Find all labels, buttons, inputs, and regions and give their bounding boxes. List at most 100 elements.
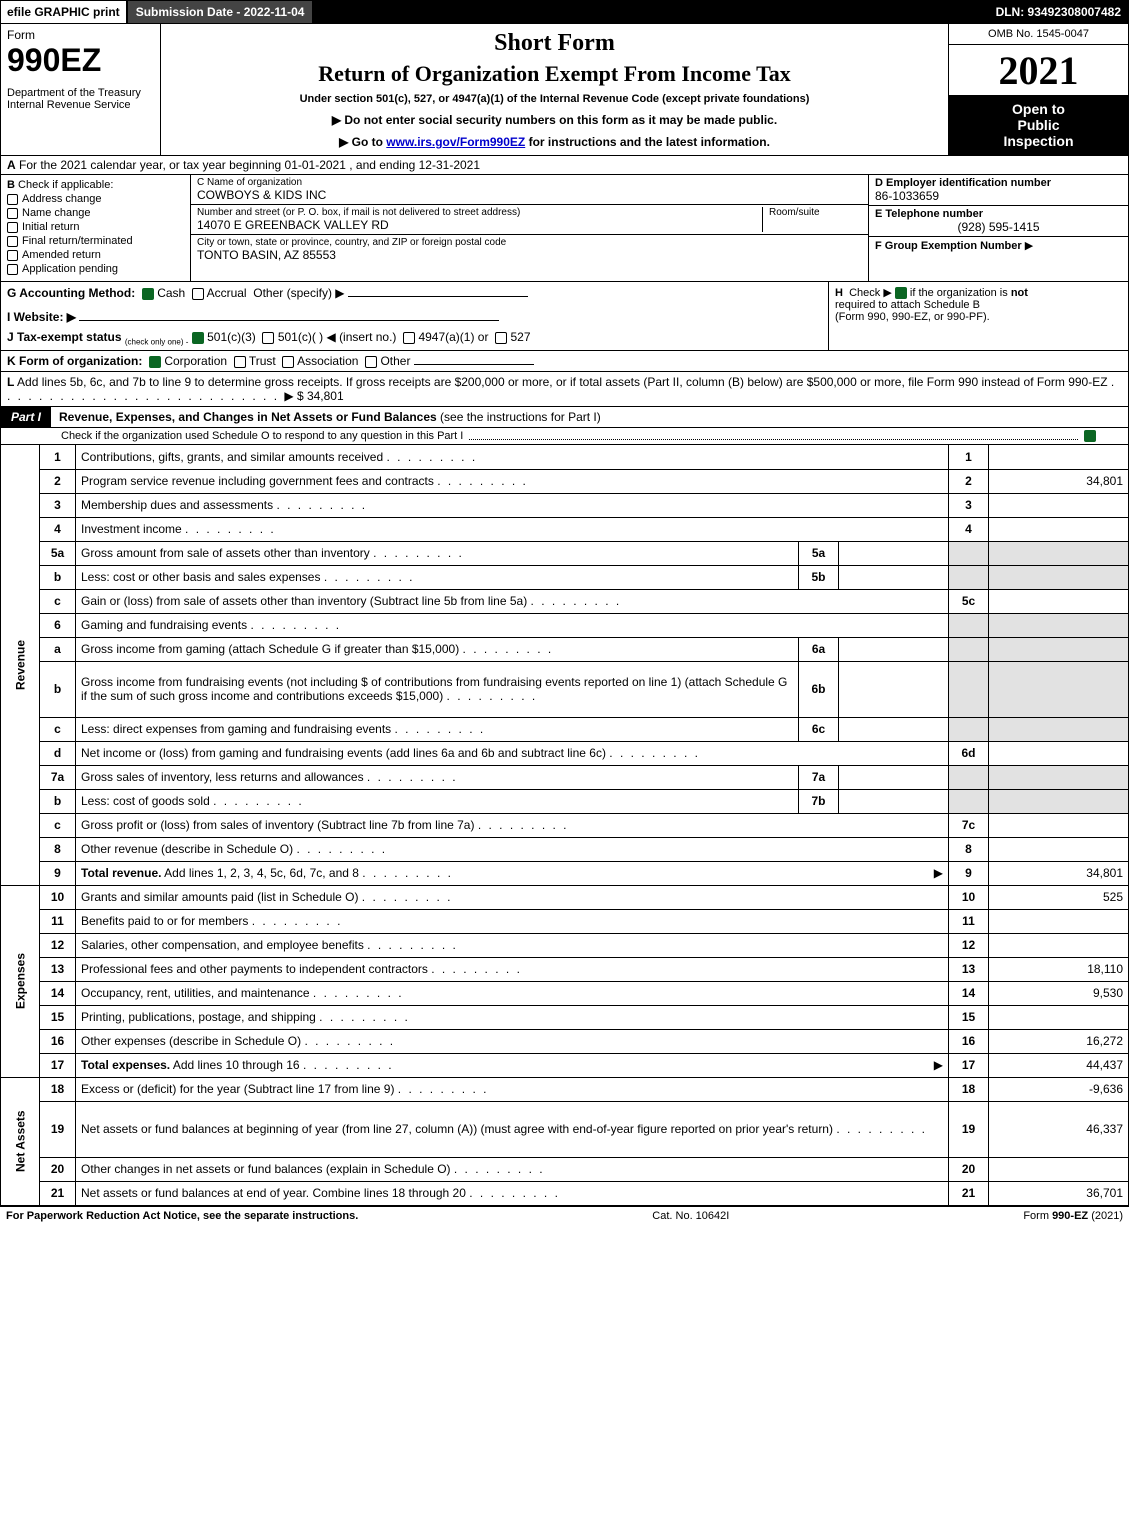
- g-other-input[interactable]: [348, 296, 528, 297]
- chk-501c3-checked[interactable]: [192, 332, 204, 344]
- line-amount: 34,801: [989, 861, 1129, 885]
- goto-pre: ▶ Go to: [339, 135, 386, 149]
- column-b: B Check if applicable: Address change Na…: [1, 175, 191, 281]
- line-ref-number: 21: [949, 1181, 989, 1205]
- line-ref-shaded: [949, 637, 989, 661]
- j-501c3: 501(c)(3): [207, 330, 256, 344]
- line-ref-shaded: [949, 765, 989, 789]
- line-number: 11: [40, 909, 76, 933]
- chk-trust[interactable]: [234, 356, 246, 368]
- line-number: 19: [40, 1101, 76, 1157]
- line-amount: [989, 1005, 1129, 1029]
- part-1-tag: Part I: [1, 407, 51, 427]
- line-amount: [989, 741, 1129, 765]
- chk-corp-checked[interactable]: [149, 356, 161, 368]
- sub-line-number: 6a: [799, 637, 839, 661]
- line-amount: [989, 493, 1129, 517]
- sub-line-number: 6c: [799, 717, 839, 741]
- under-section-note: Under section 501(c), 527, or 4947(a)(1)…: [171, 93, 938, 105]
- irs-link-text: www.irs.gov/Form990EZ: [386, 135, 525, 149]
- line-amount: 16,272: [989, 1029, 1129, 1053]
- line-number: c: [40, 717, 76, 741]
- part-1-title-note: (see the instructions for Part I): [437, 410, 601, 424]
- chk-accrual[interactable]: [192, 288, 204, 300]
- section-side-label: Revenue: [1, 445, 40, 885]
- sub-line-number: 5a: [799, 541, 839, 565]
- chk-amended-return[interactable]: Amended return: [7, 249, 184, 261]
- table-row: aGross income from gaming (attach Schedu…: [1, 637, 1129, 661]
- website-input[interactable]: [79, 320, 499, 321]
- line-number: 18: [40, 1077, 76, 1101]
- dept-line-1: Department of the Treasury: [7, 87, 154, 99]
- l-amount: ▶ $ 34,801: [284, 389, 343, 403]
- table-row: 15Printing, publications, postage, and s…: [1, 1005, 1129, 1029]
- chk-527[interactable]: [495, 332, 507, 344]
- table-row: cLess: direct expenses from gaming and f…: [1, 717, 1129, 741]
- chk-name-change[interactable]: Name change: [7, 207, 184, 219]
- j-4947: 4947(a)(1) or: [418, 330, 488, 344]
- line-number: 16: [40, 1029, 76, 1053]
- table-row: 14Occupancy, rent, utilities, and mainte…: [1, 981, 1129, 1005]
- j-sub: (check only one) -: [125, 337, 189, 346]
- table-row: 13Professional fees and other payments t…: [1, 957, 1129, 981]
- return-title: Return of Organization Exempt From Incom…: [171, 61, 938, 87]
- h-text4: (Form 990, 990-EZ, or 990-PF).: [835, 311, 990, 323]
- table-row: bGross income from fundraising events (n…: [1, 661, 1129, 717]
- sub-line-number: 5b: [799, 565, 839, 589]
- part-1-sub: Check if the organization used Schedule …: [0, 428, 1129, 445]
- line-description: Gross profit or (loss) from sales of inv…: [76, 813, 949, 837]
- goto-line: ▶ Go to www.irs.gov/Form990EZ for instru…: [171, 135, 938, 149]
- chk-h-checked[interactable]: [895, 287, 907, 299]
- line-ref-number: 20: [949, 1157, 989, 1181]
- efile-print-button[interactable]: efile GRAPHIC print: [0, 0, 127, 24]
- table-row: 17Total expenses. Add lines 10 through 1…: [1, 1053, 1129, 1077]
- irs-link[interactable]: www.irs.gov/Form990EZ: [386, 135, 525, 149]
- chk-schedule-o-checked[interactable]: [1084, 430, 1096, 442]
- chk-501c[interactable]: [262, 332, 274, 344]
- line-description: Excess or (deficit) for the year (Subtra…: [76, 1077, 949, 1101]
- table-row: bLess: cost or other basis and sales exp…: [1, 565, 1129, 589]
- submission-date-box: Submission Date - 2022-11-04: [127, 0, 314, 24]
- line-ref-number: 17: [949, 1053, 989, 1077]
- line-amount: [989, 813, 1129, 837]
- table-row: cGross profit or (loss) from sales of in…: [1, 813, 1129, 837]
- chk-final-return[interactable]: Final return/terminated: [7, 235, 184, 247]
- j-527: 527: [510, 330, 530, 344]
- k-trust: Trust: [249, 354, 276, 368]
- col-b-label: B: [7, 179, 15, 191]
- chk-initial-return[interactable]: Initial return: [7, 221, 184, 233]
- chk-assoc[interactable]: [282, 356, 294, 368]
- chk-name-change-label: Name change: [22, 207, 91, 219]
- table-row: 12Salaries, other compensation, and empl…: [1, 933, 1129, 957]
- line-amount: 36,701: [989, 1181, 1129, 1205]
- table-row: cGain or (loss) from sale of assets othe…: [1, 589, 1129, 613]
- group-label: F Group Exemption Number: [875, 240, 1022, 252]
- sub-line-number: 7a: [799, 765, 839, 789]
- table-row: 20Other changes in net assets or fund ba…: [1, 1157, 1129, 1181]
- ssn-warning: ▶ Do not enter social security numbers o…: [171, 113, 938, 127]
- phone-value: (928) 595-1415: [875, 220, 1122, 234]
- line-amount-shaded: [989, 661, 1129, 717]
- table-row: dNet income or (loss) from gaming and fu…: [1, 741, 1129, 765]
- line-ref-shaded: [949, 613, 989, 637]
- checkbox-icon: [7, 194, 18, 205]
- chk-application-pending[interactable]: Application pending: [7, 263, 184, 275]
- chk-4947[interactable]: [403, 332, 415, 344]
- line-ref-shaded: [949, 789, 989, 813]
- line-number: 20: [40, 1157, 76, 1181]
- chk-cash-checked[interactable]: [142, 288, 154, 300]
- line-number: 15: [40, 1005, 76, 1029]
- chk-address-change[interactable]: Address change: [7, 193, 184, 205]
- line-ref-number: 4: [949, 517, 989, 541]
- line-ref-number: 2: [949, 469, 989, 493]
- line-ref-number: 15: [949, 1005, 989, 1029]
- form-word: Form: [7, 28, 154, 42]
- chk-other[interactable]: [365, 356, 377, 368]
- part-1-title-wrap: Revenue, Expenses, and Changes in Net As…: [51, 407, 1128, 427]
- line-ref-number: 9: [949, 861, 989, 885]
- org-name-value: COWBOYS & KIDS INC: [197, 188, 862, 202]
- k-other-input[interactable]: [414, 364, 534, 365]
- line-amount-shaded: [989, 613, 1129, 637]
- table-row: 4Investment income . . . . . . . . .4: [1, 517, 1129, 541]
- submission-date-label: Submission Date - 2022-11-04: [136, 5, 305, 19]
